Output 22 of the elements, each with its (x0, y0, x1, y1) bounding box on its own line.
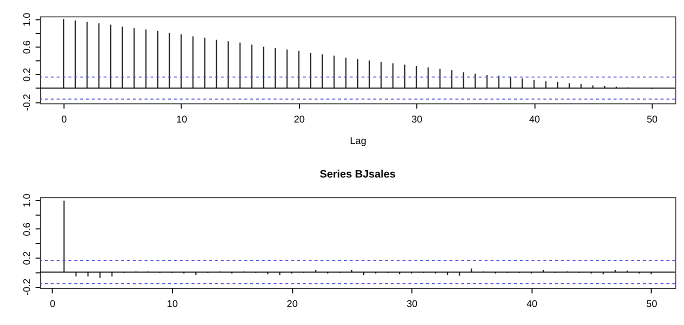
y-tick-label: -0.2 (22, 94, 33, 111)
x-axis-title: Lag (350, 136, 366, 147)
y-tick-label: 0.2 (22, 251, 33, 265)
y-tick-label: 1.0 (22, 12, 33, 26)
x-tick-label: 50 (646, 299, 658, 310)
y-tick-label: 0.6 (22, 40, 33, 54)
x-tick-label: 0 (61, 114, 68, 126)
x-tick-label: 30 (411, 114, 423, 126)
x-tick-label: 40 (529, 114, 541, 126)
x-tick-label: 10 (176, 114, 188, 126)
y-tick-label: 1.0 (22, 193, 33, 208)
x-tick-label: 40 (526, 299, 538, 310)
y-tick-label: 0.6 (22, 222, 33, 236)
chart-title: Series BJsales (320, 168, 396, 181)
x-tick-label: 30 (406, 299, 418, 310)
x-tick-label: 20 (286, 299, 298, 310)
x-tick-label: 10 (166, 299, 178, 310)
x-tick-label: 20 (294, 114, 306, 126)
y-tick-label: -0.2 (22, 278, 33, 296)
y-tick-label: 0.2 (22, 68, 33, 82)
x-tick-label: 0 (50, 299, 56, 310)
x-tick-label: 50 (646, 114, 658, 126)
